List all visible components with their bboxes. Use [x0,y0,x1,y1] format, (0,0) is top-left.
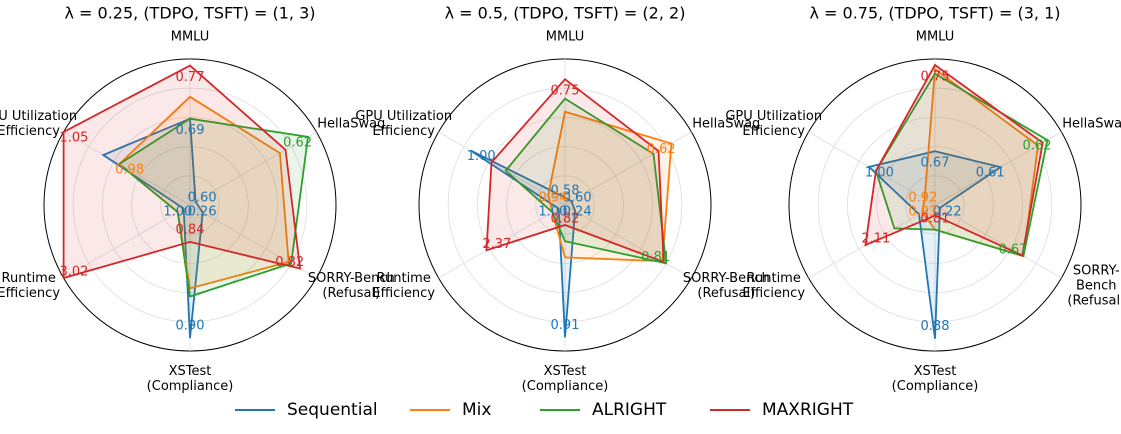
value-label: 0.98 [115,163,144,178]
value-label: 1.00 [163,205,192,220]
axis-label: XSTest (Compliance) [521,364,609,394]
value-label: 0.58 [551,184,580,199]
value-label: 0.75 [551,84,580,99]
axis-label: GPU Utilization Efficiency [355,109,453,139]
value-label: 0.22 [933,205,962,220]
value-label: 0.60 [563,191,592,206]
axis-label: Runtime Efficiency [742,271,806,301]
value-label: 0.84 [176,222,205,237]
axis-label: HellaSwag [317,116,386,132]
axis-label: MMLU [545,29,585,45]
value-label: 0.82 [551,212,580,227]
spoke [189,204,317,279]
axis-label: GPU Utilization Efficiency [0,109,78,139]
value-label: 2.11 [861,232,890,247]
axis-label: Runtime Efficiency [372,271,436,301]
value-label: 0.67 [921,156,950,171]
value-label: 0.24 [563,205,592,220]
legend-label: ALRIGHT [592,400,667,420]
chart-title: λ = 0.75, (TDPO, TSFT) = (3, 1) [809,4,1060,23]
spoke [438,204,566,279]
spoke [189,131,317,206]
value-label: 1.00 [467,149,496,164]
axis-label: HellaSwag [1062,116,1121,132]
spoke [564,131,692,206]
value-label: 0.93 [908,205,937,220]
value-label: 0.61 [976,166,1005,181]
axis-label: XSTest (Compliance) [891,364,979,394]
axis-label: SORRY-Bench (Refusal) [682,271,770,301]
series-area [547,110,673,263]
value-label: 0.77 [176,70,205,85]
series-area [117,117,310,298]
value-label: 0.90 [176,319,205,334]
value-label: 0.60 [188,191,217,206]
chart-title: λ = 0.25, (TDPO, TSFT) = (1, 3) [64,4,315,23]
value-label: 0.81 [921,212,950,227]
axis-label: MMLU [915,29,955,45]
value-label: 0.62 [283,135,312,150]
spoke [63,204,191,279]
legend-label: Mix [462,400,491,420]
series-area [62,64,302,280]
value-label: 1.00 [538,205,567,220]
spoke [63,131,191,206]
value-label: 0.92 [908,191,937,206]
axis-label: GPU Utilization Efficiency [725,109,823,139]
axis-label: HellaSwag [692,116,761,132]
value-label: 1.00 [865,165,894,180]
value-label: 0.81 [641,250,670,265]
value-label: 0.88 [921,319,950,334]
series-area [504,97,668,265]
value-label: 0.75 [921,70,950,85]
series-area [864,63,1044,257]
chart-title: λ = 0.5, (TDPO, TSFT) = (2, 2) [445,4,686,23]
series-area [485,77,665,264]
legend-label: Sequential [287,400,378,420]
value-label: 0.82 [275,255,304,270]
value-label: 3.02 [59,265,88,280]
value-label: 0.69 [176,123,205,138]
value-label: 0.67 [999,243,1028,258]
spoke [934,204,1062,279]
value-label: 0.62 [1023,139,1052,154]
axis-label: MMLU [170,29,210,45]
legend-label: MAXRIGHT [762,400,854,420]
value-label: 0.94 [538,191,567,206]
value-label: 2.37 [482,237,511,252]
axis-label: Runtime Efficiency [0,271,61,301]
value-label: 0.91 [551,318,580,333]
axis-label: XSTest (Compliance) [146,364,234,394]
spoke [564,204,692,279]
series-area [101,117,204,339]
axis-label: SORRY-Bench (Refusal) [1067,263,1121,309]
series-area [867,150,1003,339]
value-label: 0.62 [647,142,676,157]
value-label: 0.26 [188,205,217,220]
value-label: 1.05 [59,131,88,146]
axis-label: SORRY-Bench (Refusal) [307,271,395,301]
spoke [438,131,566,206]
